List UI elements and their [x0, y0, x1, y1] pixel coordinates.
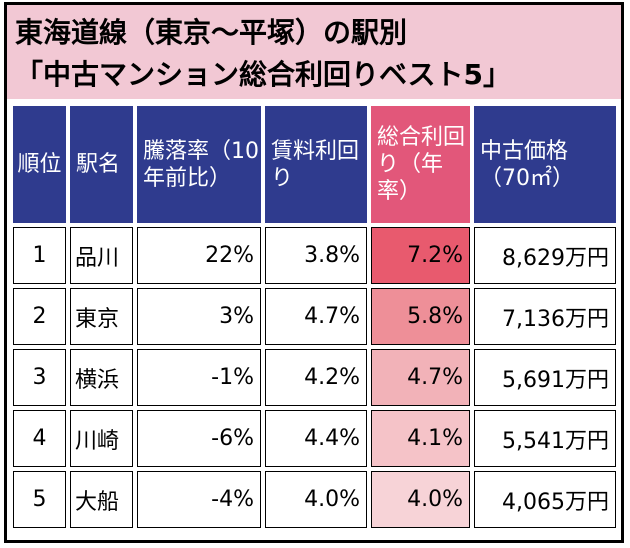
price-cell: 8,629万円	[474, 227, 616, 284]
table-row: 2 東京 3% 4.7% 5.8% 7,136万円	[13, 288, 616, 345]
rent-yield-cell: 4.2%	[265, 349, 367, 406]
rank-cell: 4	[13, 410, 66, 467]
station-cell: 東京	[70, 288, 133, 345]
total-yield-cell: 4.0%	[371, 471, 470, 528]
rank-cell: 2	[13, 288, 66, 345]
title-banner: 東海道線（東京〜平塚）の駅別 「中古マンション総合利回りベスト5」	[7, 5, 621, 99]
header-rent-yield: 賃料利回り	[265, 106, 367, 223]
appreciation-cell: 3%	[137, 288, 261, 345]
header-price: 中古価格（70㎡）	[474, 106, 616, 223]
appreciation-cell: -4%	[137, 471, 261, 528]
title-line-1: 東海道線（東京〜平塚）の駅別	[15, 16, 408, 49]
table-row: 3 横浜 -1% 4.2% 4.7% 5,691万円	[13, 349, 616, 406]
table-row: 5 大船 -4% 4.0% 4.0% 4,065万円	[13, 471, 616, 528]
table-row: 4 川崎 -6% 4.4% 4.1% 5,541万円	[13, 410, 616, 467]
price-cell: 5,691万円	[474, 349, 616, 406]
rent-yield-cell: 4.7%	[265, 288, 367, 345]
rank-cell: 3	[13, 349, 66, 406]
total-yield-cell: 4.1%	[371, 410, 470, 467]
total-yield-cell: 5.8%	[371, 288, 470, 345]
header-row: 順位 駅名 騰落率（10年前比） 賃料利回り 総合利回り（年率） 中古価格（70…	[13, 106, 616, 223]
header-rank: 順位	[13, 106, 66, 223]
station-cell: 品川	[70, 227, 133, 284]
rent-yield-cell: 3.8%	[265, 227, 367, 284]
rent-yield-cell: 4.0%	[265, 471, 367, 528]
rank-cell: 5	[13, 471, 66, 528]
ranking-table: 順位 駅名 騰落率（10年前比） 賃料利回り 総合利回り（年率） 中古価格（70…	[9, 102, 620, 532]
price-cell: 7,136万円	[474, 288, 616, 345]
total-yield-cell: 4.7%	[371, 349, 470, 406]
station-cell: 大船	[70, 471, 133, 528]
rent-yield-cell: 4.4%	[265, 410, 367, 467]
appreciation-cell: -1%	[137, 349, 261, 406]
station-cell: 川崎	[70, 410, 133, 467]
station-cell: 横浜	[70, 349, 133, 406]
appreciation-cell: -6%	[137, 410, 261, 467]
header-total-yield: 総合利回り（年率）	[371, 106, 470, 223]
price-cell: 5,541万円	[474, 410, 616, 467]
title-line-2: 「中古マンション総合利回りベスト5」	[15, 58, 512, 91]
header-station: 駅名	[70, 106, 133, 223]
rank-cell: 1	[13, 227, 66, 284]
appreciation-cell: 22%	[137, 227, 261, 284]
infographic-frame: 東海道線（東京〜平塚）の駅別 「中古マンション総合利回りベスト5」 順位 駅名 …	[4, 2, 624, 543]
header-appreciation: 騰落率（10年前比）	[137, 106, 261, 223]
price-cell: 4,065万円	[474, 471, 616, 528]
table-row: 1 品川 22% 3.8% 7.2% 8,629万円	[13, 227, 616, 284]
total-yield-cell: 7.2%	[371, 227, 470, 284]
